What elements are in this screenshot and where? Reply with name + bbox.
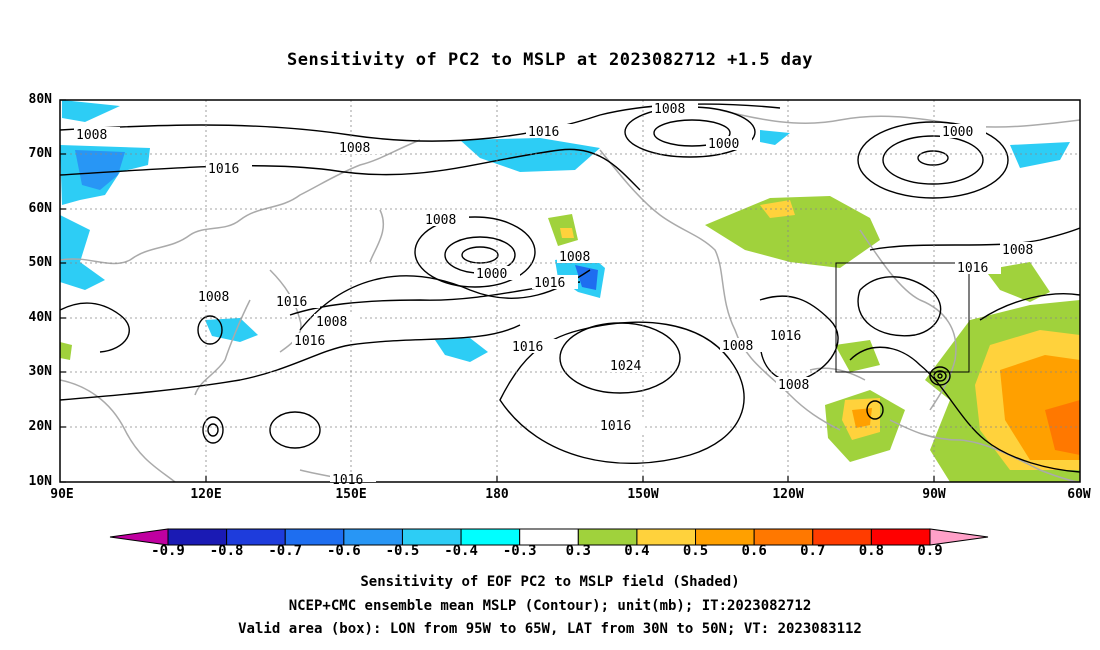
contour-label: 1016	[528, 125, 559, 140]
lon-label-90e: 90E	[50, 487, 74, 502]
contour-label: 1008	[339, 141, 370, 156]
contour-label: 1016	[276, 295, 307, 310]
colorbar-tick-label: -0.8	[209, 543, 244, 559]
contour-label: 1008	[778, 378, 809, 393]
lon-label-120e: 120E	[190, 487, 222, 502]
contour-label-group: 1008 1008 1016 1016 1008 1000 1000 1008 …	[74, 101, 1046, 488]
contour-label: 1008	[316, 315, 347, 330]
contour-label: 1016	[534, 276, 565, 291]
sensitivity-map: 1008 1008 1016 1016 1008 1000 1000 1008 …	[59, 99, 1081, 488]
contour-label: 1000	[476, 267, 507, 282]
contour-label: 1016	[957, 261, 988, 276]
lat-label-40n: 40N	[28, 310, 52, 325]
lon-label-90w: 90W	[922, 487, 946, 502]
contour-label: 1008	[1002, 243, 1033, 258]
lat-label-70n: 70N	[28, 146, 52, 161]
lat-label-50n: 50N	[28, 255, 52, 270]
contour-label: 1016	[600, 419, 631, 434]
lat-label-10n: 10N	[28, 474, 52, 489]
contour-label: 1016	[332, 473, 363, 488]
mslp-contours	[60, 103, 1080, 473]
lat-label-60n: 60N	[28, 201, 52, 216]
colorbar-tick-label: -0.5	[385, 543, 420, 559]
lon-label-150e: 150E	[335, 487, 367, 502]
contour-label: 1008	[654, 102, 685, 117]
lon-label-180: 180	[485, 487, 509, 502]
contour-label: 1016	[770, 329, 801, 344]
lat-label-30n: 30N	[28, 364, 52, 379]
colorbar-tick-label: -0.4	[444, 543, 478, 559]
contour-label: 1016	[512, 340, 543, 355]
contour-label: 1016	[294, 334, 325, 349]
contour-label: 1000	[708, 137, 739, 152]
colorbar-tick-label: 0.3	[565, 543, 591, 559]
colorbar-tick-label: 0.9	[917, 543, 943, 559]
colorbar-tick-label: -0.9	[151, 543, 185, 559]
colorbar-tick-label: -0.7	[268, 543, 303, 559]
map-title: Sensitivity of PC2 to MSLP at 2023082712…	[286, 50, 813, 70]
caption-line-3: Valid area (box): LON from 95W to 65W, L…	[238, 621, 862, 637]
lon-label-120w: 120W	[772, 487, 804, 502]
colorbar-tick-label: -0.3	[502, 543, 537, 559]
lat-label-20n: 20N	[28, 419, 52, 434]
map-frame	[59, 99, 1081, 483]
lat-label-80n: 80N	[28, 92, 52, 107]
contour-label: 1000	[942, 125, 973, 140]
contour-label: 1008	[425, 213, 456, 228]
contour-label: 1008	[722, 339, 753, 354]
colorbar-tick-label: 0.6	[741, 543, 767, 559]
contour-label: 1024	[610, 359, 641, 374]
contour-label: 1008	[198, 290, 229, 305]
colorbar-tick-label: -0.6	[326, 543, 361, 559]
contour-label: 1008	[559, 250, 590, 265]
colorbar-tick-label: 0.8	[858, 543, 885, 559]
coastlines	[60, 109, 1080, 482]
lon-label-60w: 60W	[1067, 487, 1091, 502]
valid-area-box	[835, 262, 970, 373]
contour-label: 1016	[208, 162, 239, 177]
caption-line-1: Sensitivity of EOF PC2 to MSLP field (Sh…	[360, 574, 740, 590]
contour-label: 1008	[76, 128, 107, 143]
lon-label-150w: 150W	[627, 487, 659, 502]
caption-line-2: NCEP+CMC ensemble mean MSLP (Contour); u…	[288, 598, 812, 614]
colorbar-tick-label: 0.7	[800, 543, 826, 559]
positive-shading	[60, 196, 1080, 482]
colorbar-tick-label: 0.4	[624, 543, 650, 559]
colorbar-tick-label: 0.5	[682, 543, 709, 559]
